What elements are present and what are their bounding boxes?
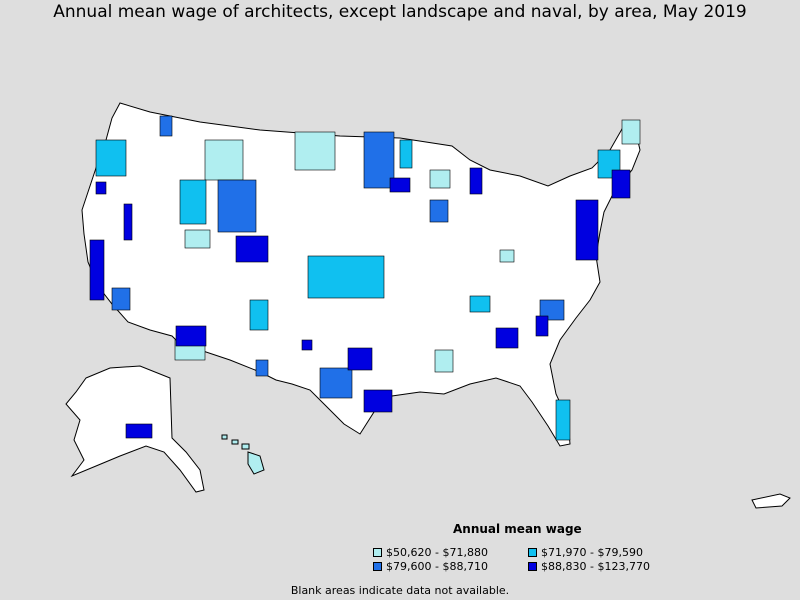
- legend-label-tier-1: $50,620 - $71,880: [386, 546, 488, 559]
- legend-item-tier-2: $71,970 - $79,590: [528, 546, 643, 559]
- legend-title: Annual mean wage: [453, 522, 582, 536]
- areas-tier-4: [89, 167, 631, 439]
- legend-label-tier-2: $71,970 - $79,590: [541, 546, 643, 559]
- legend-swatch-tier-3: [373, 562, 382, 571]
- legend-swatch-tier-1: [373, 548, 382, 557]
- legend-label-tier-3: $79,600 - $88,710: [386, 560, 488, 573]
- legend-item-tier-4: $88,830 - $123,770: [528, 560, 650, 573]
- legend-label-tier-4: $88,830 - $123,770: [541, 560, 650, 573]
- legend-item-tier-3: $79,600 - $88,710: [373, 560, 488, 573]
- legend-swatch-tier-4: [528, 562, 537, 571]
- footnote: Blank areas indicate data not available.: [290, 584, 510, 597]
- puerto-rico-land: [751, 493, 791, 509]
- hawaii-land: [221, 434, 265, 475]
- legend-item-tier-1: $50,620 - $71,880: [373, 546, 488, 559]
- map-title: Annual mean wage of architects, except l…: [53, 2, 747, 22]
- legend-swatch-tier-2: [528, 548, 537, 557]
- areas-tier-3: [111, 115, 565, 399]
